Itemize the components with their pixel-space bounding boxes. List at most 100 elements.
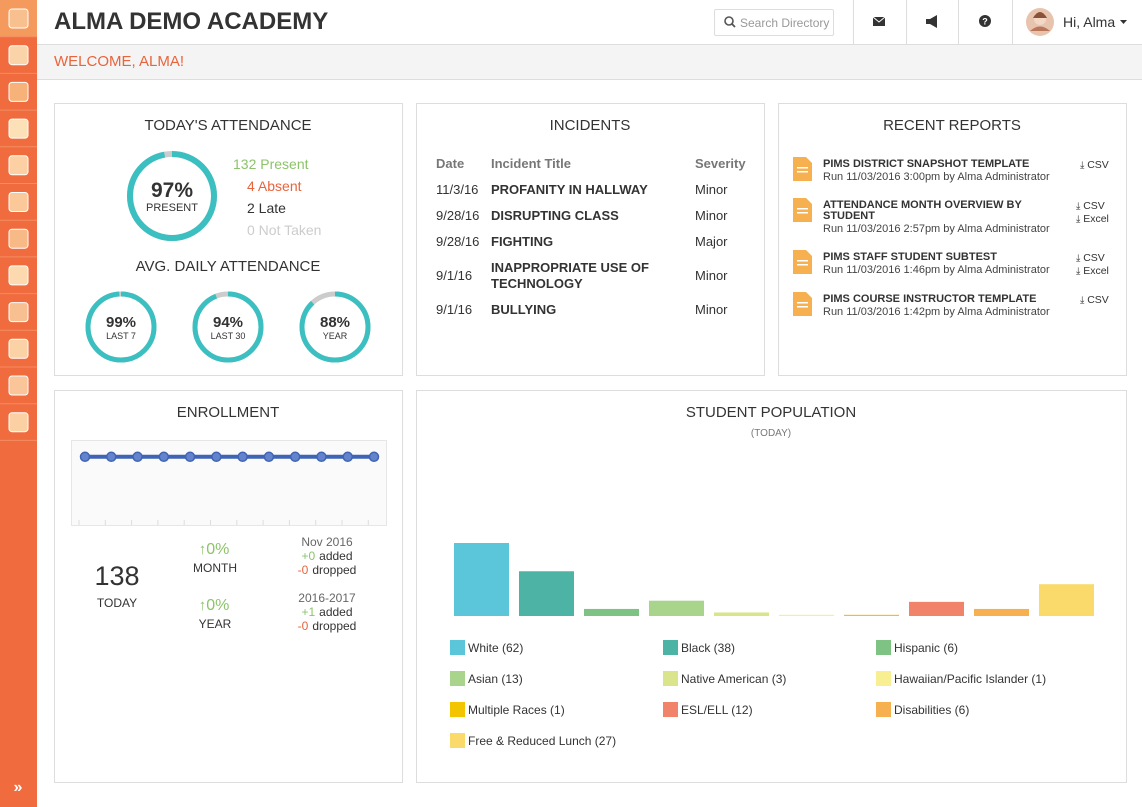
count-label: dropped — [312, 563, 357, 577]
sidebar-icon[interactable] — [8, 338, 29, 359]
download-link[interactable]: ⤓ CSV — [1080, 294, 1109, 307]
sidebar-icon[interactable] — [8, 265, 29, 286]
document-line — [797, 264, 808, 266]
bar — [649, 600, 704, 616]
table-cell: 9/28/16 — [436, 208, 480, 223]
document-line — [797, 167, 808, 169]
table-cell: 9/1/16 — [436, 302, 473, 317]
caret[interactable] — [1120, 20, 1127, 24]
report-item[interactable]: ATTENDANCE MONTH OVERVIEW BY STUDENT Run … — [823, 200, 1050, 236]
expand-icon[interactable]: » — [14, 779, 23, 796]
sidebar-icon[interactable] — [8, 45, 29, 66]
enrollment-point — [289, 451, 301, 463]
report-item[interactable]: PIMS COURSE INSTRUCTOR TEMPLATE Run 11/03… — [823, 294, 1050, 319]
total-caption: TODAY — [96, 596, 138, 610]
table-cell: PROFANITY IN HALLWAY — [491, 182, 648, 197]
sidebar-icon[interactable] — [8, 302, 29, 323]
download-label: CSV — [1087, 294, 1109, 306]
enrollment-point — [368, 451, 380, 463]
download-icon: ⤓ — [1076, 266, 1084, 277]
count-label: added — [319, 549, 353, 563]
legend-swatch — [450, 733, 465, 748]
bar — [519, 571, 574, 616]
report-run: Run 11/03/2016 3:00pm by Alma Administra… — [823, 171, 1050, 183]
help-icon[interactable]: ? — [979, 15, 991, 27]
document-line — [797, 212, 808, 214]
avatar[interactable] — [1026, 8, 1054, 36]
bar — [1039, 584, 1094, 616]
enrollment-point — [237, 451, 248, 463]
legend-label: Hawaiian/Pacific Islander (1) — [894, 672, 1047, 686]
welcome-text: WELCOME, ALMA! — [54, 53, 185, 70]
table-cell: DISRUPTING CLASS — [491, 208, 619, 223]
ring-caption: PRESENT — [146, 202, 198, 214]
table-cell: 9/1/16 — [436, 268, 473, 283]
section-title: AVG. DAILY ATTENDANCE — [135, 258, 321, 275]
announce-icon[interactable] — [926, 15, 937, 28]
absent-count: 4 Absent — [247, 178, 302, 194]
sidebar-icon[interactable] — [8, 192, 29, 212]
added-line: +1 added — [301, 605, 352, 619]
table-cell: BULLYING — [491, 302, 557, 317]
document-line — [797, 260, 808, 262]
bar — [844, 614, 899, 616]
report-item[interactable]: PIMS STAFF STUDENT SUBTEST Run 11/03/2016… — [823, 252, 1050, 277]
panel-subtitle: (TODAY) — [750, 428, 792, 439]
sidebar-icon[interactable] — [8, 375, 29, 396]
legend-label: Hispanic (6) — [894, 641, 959, 655]
download-link[interactable]: ⤓ CSV — [1076, 252, 1105, 265]
sidebar-icon[interactable] — [8, 412, 29, 433]
download-icon: ⤓ — [1076, 253, 1084, 264]
sidebar-icon[interactable] — [8, 228, 29, 249]
document-line — [797, 306, 808, 308]
sidebar-icon[interactable] — [8, 81, 29, 102]
download-link[interactable]: ⤓ CSV — [1076, 200, 1105, 213]
sidebar-icon[interactable] — [8, 118, 29, 139]
report-name: ATTENDANCE MONTH OVERVIEW BY STUDENT — [823, 199, 1022, 222]
panel-title: TODAY'S ATTENDANCE — [144, 117, 312, 134]
report-item[interactable]: PIMS DISTRICT SNAPSHOT TEMPLATE Run 11/03… — [823, 159, 1050, 184]
download-icon: ⤓ — [1076, 214, 1084, 225]
added-line: +0 added — [301, 549, 352, 563]
legend-label: White (62) — [468, 641, 524, 655]
dropped-line: -0 dropped — [298, 619, 357, 633]
enrollment-plot — [71, 440, 387, 526]
mail-icon[interactable] — [872, 16, 886, 26]
report-name: PIMS DISTRICT SNAPSHOT TEMPLATE — [823, 158, 1030, 170]
document-line — [797, 302, 808, 304]
table-cell: Minor — [695, 182, 728, 197]
enrollment-point — [184, 451, 196, 463]
bar — [909, 601, 964, 616]
table-cell: Major — [695, 234, 728, 249]
count: -0 — [297, 619, 309, 633]
welcome-bar — [37, 45, 1142, 80]
legend-swatch — [450, 640, 465, 655]
download-link[interactable]: ⤓ Excel — [1076, 265, 1109, 278]
download-link[interactable]: ⤓ CSV — [1080, 159, 1109, 172]
legend-label: Disabilities (6) — [894, 703, 970, 717]
report-run: Run 11/03/2016 1:42pm by Alma Administra… — [823, 306, 1050, 318]
sidebar-icon[interactable] — [8, 155, 29, 176]
user-greeting[interactable]: Hi, Alma — [1063, 14, 1116, 30]
app-title: ALMA DEMO ACADEMY — [54, 8, 329, 35]
period-name: Nov 2016 — [301, 535, 353, 549]
enrollment-point — [79, 451, 91, 463]
table-cell: INAPPROPRIATE USE OF TECHNOLOGY — [491, 260, 649, 291]
download-link[interactable]: ⤓ Excel — [1076, 213, 1109, 226]
bar — [974, 608, 1029, 616]
ring-caption: LAST 30 — [210, 331, 246, 341]
document-icon — [793, 157, 812, 181]
dropped-line: -0 dropped — [298, 563, 357, 577]
sidebar-icon[interactable] — [8, 8, 29, 29]
year-change-value: 0% — [206, 597, 230, 614]
download-label: CSV — [1087, 159, 1109, 171]
enrollment-point — [158, 451, 170, 463]
table-cell: 9/28/16 — [436, 234, 480, 249]
legend-swatch — [663, 702, 678, 717]
month-caption: MONTH — [193, 561, 237, 575]
search-box[interactable] — [714, 9, 834, 36]
ring-arc — [85, 291, 157, 363]
search-placeholder[interactable]: Search Directory — [740, 16, 830, 30]
search-icon — [724, 16, 736, 28]
table-cell: FIGHTING — [491, 234, 554, 249]
